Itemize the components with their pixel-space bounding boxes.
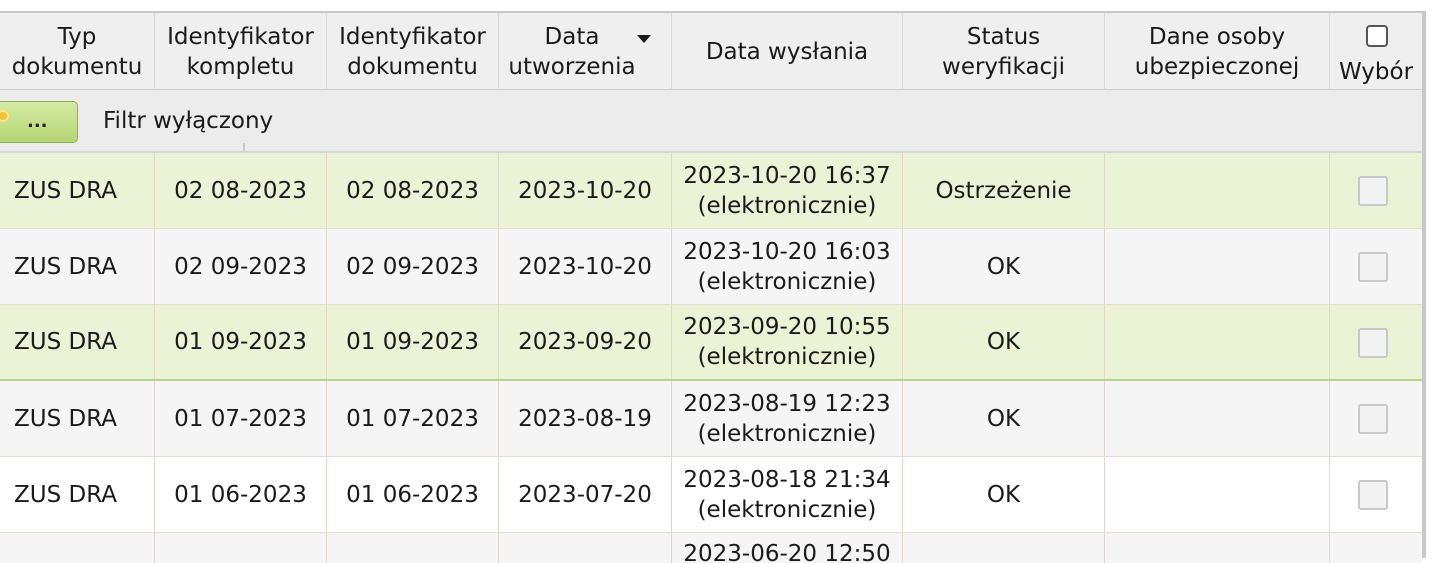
cell-osoba bbox=[1105, 533, 1330, 563]
top-spacer bbox=[0, 0, 1426, 11]
grid-right-border bbox=[1422, 11, 1426, 558]
cell-typ: ZUS DRA bbox=[0, 153, 155, 228]
cell-utworzenia: 2023-08-19 bbox=[499, 381, 672, 456]
cell-typ: ZUS DRA bbox=[0, 305, 155, 379]
header-data-utworzenia[interactable]: Data utworzenia bbox=[499, 13, 672, 90]
cell-wyslania bbox=[672, 533, 903, 563]
cell-typ bbox=[0, 533, 155, 563]
cell-wyslania: 2023-09-20 10:55 (elektronicznie) bbox=[672, 305, 903, 379]
header-status-weryfikacji[interactable]: Status weryfikacji bbox=[903, 13, 1105, 90]
cell-status bbox=[903, 533, 1105, 563]
header-dane-osoby[interactable]: Dane osoby ubezpieczonej bbox=[1105, 13, 1330, 90]
filter-button-label: ... bbox=[27, 111, 48, 132]
row-checkbox[interactable] bbox=[1358, 328, 1388, 358]
table-header: Typ dokumentu Identyfikator kompletu Ide… bbox=[0, 11, 1422, 90]
cell-utworzenia: 2023-07-20 bbox=[499, 457, 672, 532]
table-row[interactable]: ZUS DRA 01 09-2023 01 09-2023 2023-09-20… bbox=[0, 305, 1422, 381]
cell-komplet: 02 09-2023 bbox=[155, 229, 327, 304]
row-checkbox[interactable] bbox=[1358, 480, 1388, 510]
cell-utworzenia: 2023-09-20 bbox=[499, 305, 672, 379]
cell-komplet: 02 08-2023 bbox=[155, 153, 327, 228]
cell-dokument: 01 06-2023 bbox=[327, 457, 499, 532]
cell-wyslania-text: 2023-06-20 12:50 bbox=[683, 541, 891, 563]
cell-dokument: 02 08-2023 bbox=[327, 153, 499, 228]
filter-bar: ... Filtr wyłączony bbox=[0, 90, 1422, 153]
header-identyfikator-kompletu[interactable]: Identyfikator kompletu bbox=[155, 13, 327, 90]
cell-status: OK bbox=[903, 457, 1105, 532]
cell-status: Ostrzeżenie bbox=[903, 153, 1105, 228]
cell-status: OK bbox=[903, 381, 1105, 456]
cell-utworzenia: 2023-10-20 bbox=[499, 229, 672, 304]
table-row[interactable]: ZUS DRA 01 06-2023 01 06-2023 2023-07-20… bbox=[0, 457, 1422, 533]
table-row[interactable]: ZUS DRA 02 08-2023 02 08-2023 2023-10-20… bbox=[0, 153, 1422, 229]
cell-osoba bbox=[1105, 229, 1330, 304]
table-row-partial[interactable]: 2023-06-20 12:50 bbox=[0, 533, 1422, 563]
table-row[interactable]: ZUS DRA 02 09-2023 02 09-2023 2023-10-20… bbox=[0, 229, 1422, 305]
cell-wybor bbox=[1330, 533, 1422, 563]
header-data-utworzenia-label: Data utworzenia bbox=[508, 23, 636, 80]
cell-typ: ZUS DRA bbox=[0, 381, 155, 456]
header-wybor-label: Wybór bbox=[1338, 59, 1414, 85]
table-row[interactable]: ZUS DRA 01 07-2023 01 07-2023 2023-08-19… bbox=[0, 381, 1422, 457]
row-checkbox[interactable] bbox=[1358, 252, 1388, 282]
cell-komplet: 01 09-2023 bbox=[155, 305, 327, 379]
cell-status: OK bbox=[903, 305, 1105, 379]
cell-dokument bbox=[327, 533, 499, 563]
cell-komplet bbox=[155, 533, 327, 563]
cell-osoba bbox=[1105, 457, 1330, 532]
cell-wyslania: 2023-10-20 16:37 (elektronicznie) bbox=[672, 153, 903, 228]
cell-utworzenia: 2023-10-20 bbox=[499, 153, 672, 228]
cell-komplet: 01 06-2023 bbox=[155, 457, 327, 532]
sort-desc-icon bbox=[637, 35, 651, 43]
page-margin bbox=[1426, 11, 1450, 558]
header-data-wyslania[interactable]: Data wysłania bbox=[672, 13, 903, 90]
cell-dokument: 01 09-2023 bbox=[327, 305, 499, 379]
filter-arrow-icon bbox=[0, 110, 9, 122]
row-checkbox[interactable] bbox=[1358, 176, 1388, 206]
cell-status: OK bbox=[903, 229, 1105, 304]
cell-wyslania: 2023-08-19 12:23 (elektronicznie) bbox=[672, 381, 903, 456]
cell-osoba bbox=[1105, 153, 1330, 228]
header-identyfikator-dokumentu[interactable]: Identyfikator dokumentu bbox=[327, 13, 499, 90]
cell-wyslania: 2023-10-20 16:03 (elektronicznie) bbox=[672, 229, 903, 304]
column-resize-handle[interactable] bbox=[243, 143, 245, 151]
cell-typ: ZUS DRA bbox=[0, 457, 155, 532]
row-checkbox[interactable] bbox=[1358, 404, 1388, 434]
cell-osoba bbox=[1105, 381, 1330, 456]
cell-komplet: 01 07-2023 bbox=[155, 381, 327, 456]
cell-utworzenia bbox=[499, 533, 672, 563]
select-all-checkbox[interactable] bbox=[1366, 25, 1388, 47]
cell-wyslania: 2023-08-18 21:34 (elektronicznie) bbox=[672, 457, 903, 532]
cell-typ: ZUS DRA bbox=[0, 229, 155, 304]
cell-osoba bbox=[1105, 305, 1330, 379]
filter-button[interactable]: ... bbox=[0, 101, 78, 143]
header-typ-dokumentu[interactable]: Typ dokumentu bbox=[0, 13, 155, 90]
cell-dokument: 01 07-2023 bbox=[327, 381, 499, 456]
cell-dokument: 02 09-2023 bbox=[327, 229, 499, 304]
filter-status-text: Filtr wyłączony bbox=[103, 108, 274, 134]
